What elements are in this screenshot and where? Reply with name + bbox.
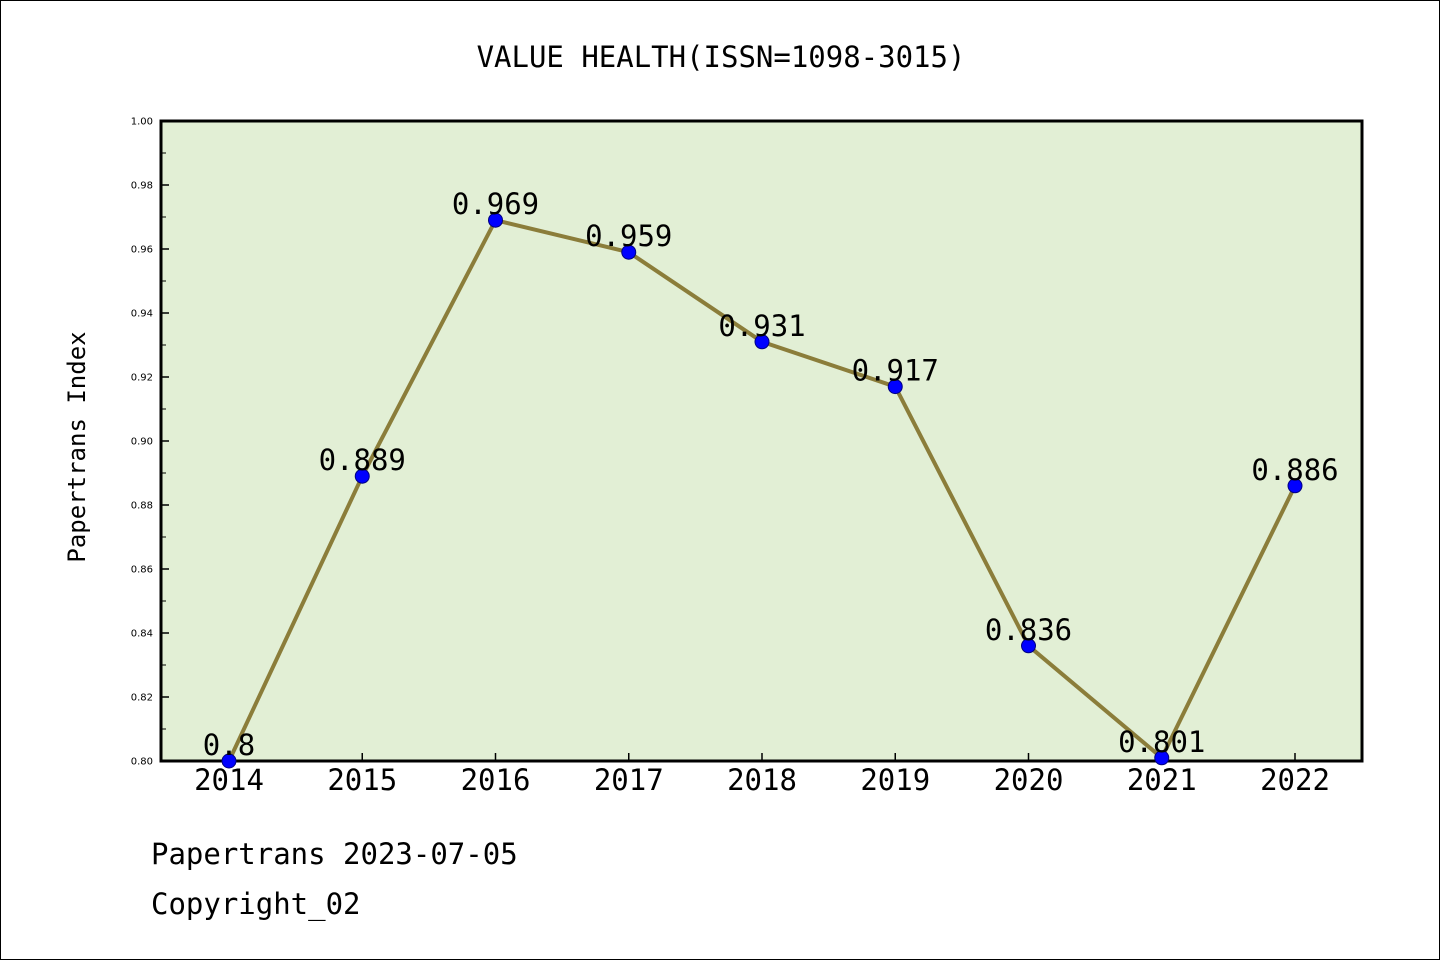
y-axis-ticks: 0.80 0.82 0.84 0.86 0.88 0.90 0.92 0.94 0.96 0.98…: [131, 117, 169, 768]
data-point: [887, 379, 903, 395]
data-label: 0.931: [718, 309, 805, 343]
y-tick-label: 0.90: [131, 437, 153, 448]
data-point: [1021, 638, 1036, 654]
data-point: [1287, 478, 1303, 494]
data-label: 0.8: [203, 728, 255, 762]
data-label: 0.886: [1251, 453, 1338, 487]
y-tick-label: 0.96: [131, 245, 153, 256]
data-label: 0.959: [585, 219, 672, 253]
copyright-caption: Copyright_02: [151, 887, 361, 921]
y-tick-label: 0.88: [131, 501, 153, 512]
data-point: [488, 212, 503, 228]
x-tick-label: 2017: [594, 763, 664, 797]
data-point: [1154, 750, 1170, 766]
x-tick-label: 2018: [727, 763, 797, 797]
x-tick-label: 2014: [194, 763, 264, 797]
plot-area: [159, 119, 1364, 763]
x-tick-label: 2021: [1127, 763, 1197, 797]
y-tick-label: 0.82: [131, 693, 153, 704]
source-caption: Papertrans 2023-07-05: [151, 837, 518, 871]
data-label: 0.801: [1118, 725, 1205, 759]
x-axis-ticks: 2014 2015 2016 2017 2018 2019 2020 2021 2022: [194, 753, 1330, 797]
data-point: [221, 753, 237, 769]
data-label: 0.969: [452, 187, 539, 221]
y-tick-label: 0.94: [131, 309, 153, 320]
y-tick-label: 1.00: [131, 117, 153, 128]
y-tick-label: 0.86: [131, 565, 153, 576]
data-point: [621, 244, 637, 260]
x-tick-label: 2020: [994, 763, 1064, 797]
y-tick-label: 0.98: [131, 181, 153, 192]
x-tick-label: 2016: [461, 763, 531, 797]
y-tick-label: 0.80: [131, 757, 153, 768]
data-label: 0.836: [985, 613, 1072, 647]
data-label: 0.917: [852, 354, 939, 388]
x-tick-label: 2015: [327, 763, 397, 797]
data-label: 0.889: [319, 443, 406, 477]
data-point: [754, 334, 770, 350]
y-tick-label: 0.92: [131, 373, 153, 384]
y-axis-label: Papertrans Index: [63, 331, 91, 562]
y-tick-label: 0.84: [131, 629, 153, 640]
data-point: [354, 468, 370, 484]
chart-title: VALUE HEALTH(ISSN=1098-3015): [477, 40, 966, 74]
x-tick-label: 2019: [860, 763, 930, 797]
x-tick-label: 2022: [1260, 763, 1330, 797]
series-group: 0.8 0.889 0.969 0.959 0.931 0.917 0.836 0.801 0.…: [203, 187, 1339, 769]
